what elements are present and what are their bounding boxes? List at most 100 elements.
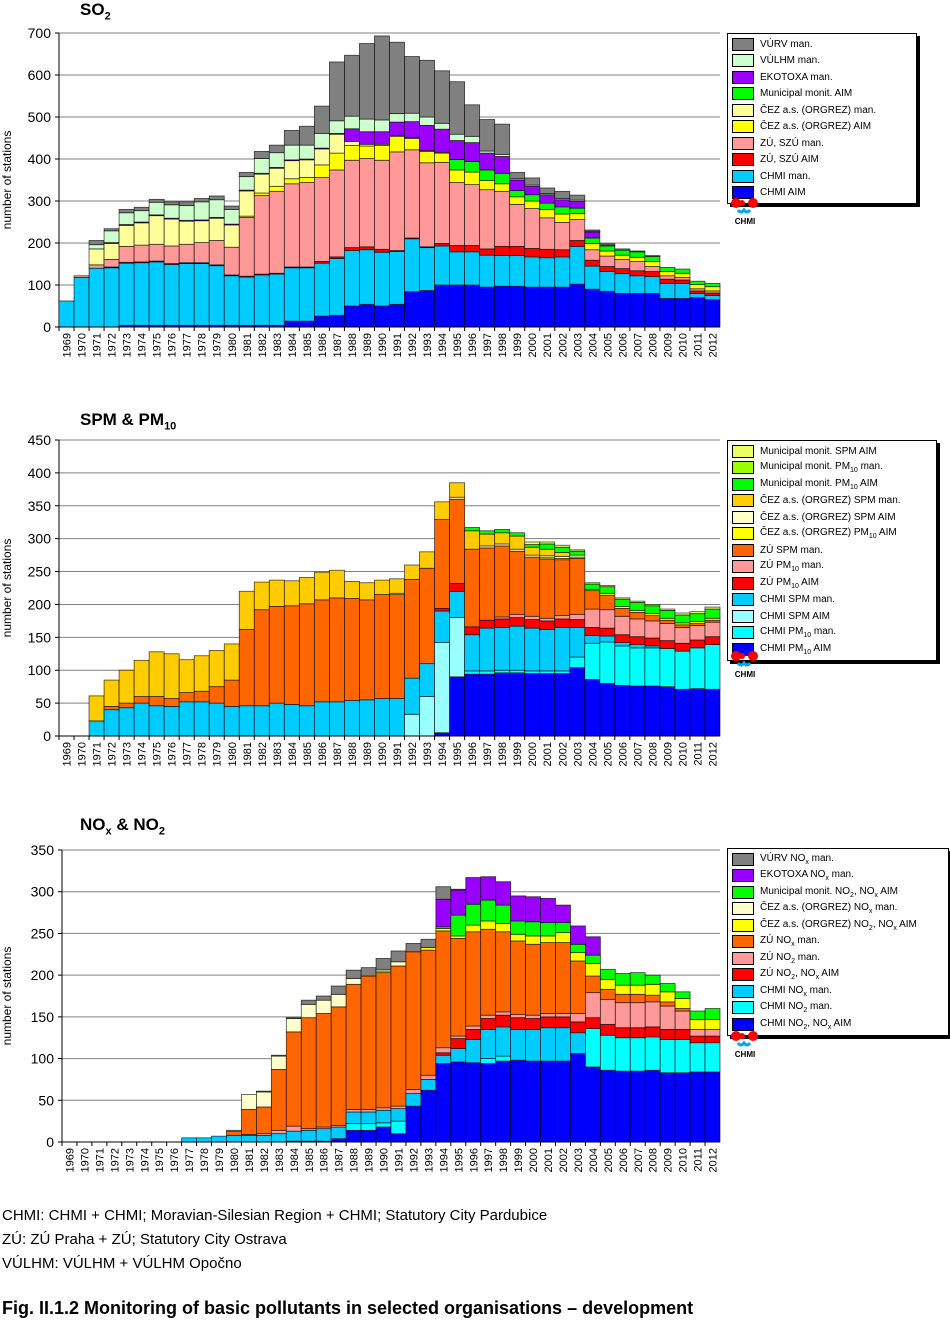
legend-swatch: [732, 510, 754, 524]
bar-segment: [178, 692, 195, 703]
legend-swatch: [732, 494, 754, 508]
legend-swatch: [732, 902, 754, 916]
bar-segment: [315, 1013, 332, 1128]
legend-swatch: [732, 527, 754, 541]
bar-segment: [268, 606, 285, 704]
bar-segment: [329, 258, 345, 316]
bar-segment: [374, 305, 390, 328]
bar-segment: [464, 171, 481, 186]
bar-segment: [148, 705, 165, 737]
bar-segment: [208, 217, 225, 241]
bar-segment: [704, 295, 721, 301]
bar-segment: [704, 282, 721, 288]
bar-segment: [344, 159, 360, 249]
footnote-zu: ZÚ: ZÚ Praha + ZÚ; Statutory City Ostrav…: [2, 1231, 287, 1248]
bar-segment: [554, 256, 571, 288]
x-tick-label: 1985: [304, 1148, 316, 1172]
bar-segment: [704, 286, 721, 292]
bar-segment: [449, 81, 466, 135]
x-tick-label: 1995: [453, 1148, 465, 1172]
bar-segment: [253, 581, 270, 611]
x-tick-label: 1996: [467, 333, 479, 357]
bar-segment: [569, 219, 586, 241]
legend-swatch: [732, 54, 754, 68]
y-tick-label: 0: [43, 728, 51, 744]
bar-segment: [88, 267, 105, 328]
x-tick-label: 2011: [692, 333, 704, 357]
bar-segment: [344, 54, 360, 117]
bar-segment: [525, 1060, 541, 1143]
bar-segment: [554, 673, 571, 737]
bar-segment: [270, 1133, 287, 1143]
x-tick-label: 1999: [513, 1148, 525, 1172]
bar-segment: [539, 620, 556, 630]
x-tick-label: 1990: [377, 742, 389, 766]
bar-segment: [148, 198, 165, 203]
x-tick-label: 1973: [124, 1148, 136, 1172]
nox-no2-chart: 0 50 100 150 200 250 300 350 number of stations 1…: [0, 842, 721, 1172]
bar-segment: [495, 1011, 512, 1016]
x-tick-label: 1978: [197, 333, 209, 357]
bar-segment: [599, 255, 616, 267]
bar-segment: [554, 559, 571, 617]
bar-segment: [495, 904, 512, 924]
bar-segment: [689, 297, 706, 328]
bar-segment: [584, 608, 601, 628]
legend-label: VÚRV NOx man.: [760, 852, 834, 866]
legend-label: CHMI man.: [760, 170, 811, 182]
x-tick-label: 1970: [77, 333, 89, 357]
bar-segment: [555, 1060, 571, 1143]
bar-segment: [629, 602, 646, 611]
bar-segment: [629, 611, 646, 620]
legend-label: ZÚ PM10 man.: [760, 560, 824, 574]
bar-segment: [405, 1105, 422, 1143]
legend-item: Municipal monit. SPM AIM: [732, 443, 932, 460]
x-tick-label: 1992: [407, 742, 419, 766]
bar-segment: [539, 673, 556, 737]
bar-segment: [344, 598, 360, 701]
bar-segment: [599, 1034, 616, 1071]
bar-segment: [584, 249, 601, 261]
bar-segment: [449, 140, 466, 160]
legend-label: ČEZ a.s. (ORGREZ) SPM man.: [760, 495, 901, 507]
legend-item: ZÚ, SZÚ man.: [732, 135, 912, 152]
bar-segment: [554, 544, 571, 548]
bar-segment: [329, 120, 345, 134]
bar-segment: [345, 978, 362, 985]
bar-segment: [450, 914, 467, 937]
bar-segment: [570, 960, 586, 1014]
legend-label: ZÚ NOx man.: [760, 935, 820, 949]
x-tick-label: 1973: [122, 742, 134, 766]
title-text-rest: & NO: [111, 815, 159, 834]
bar-segment: [555, 922, 571, 933]
y-tick-label: 300: [31, 884, 55, 900]
bar-segment: [614, 973, 631, 986]
bar-segment: [479, 673, 496, 737]
chmi-logo-icon: CHMI: [731, 651, 758, 679]
bar-segment: [390, 1120, 407, 1135]
bar-segment: [419, 696, 435, 737]
y-tick-label: 450: [28, 432, 52, 448]
x-tick-label: 1997: [482, 742, 494, 766]
bar-segment: [540, 1013, 556, 1018]
x-tick-label: 1971: [94, 1148, 106, 1172]
y-tick-label: 400: [28, 151, 52, 167]
bar-segment: [689, 688, 706, 737]
bar-segment: [419, 567, 435, 665]
bar-segment: [226, 1129, 242, 1132]
bar-segment: [238, 216, 255, 277]
bar-segment: [449, 182, 466, 246]
x-tick-label: 1990: [377, 333, 389, 357]
bar-segment: [584, 582, 601, 585]
bar-segment: [494, 245, 511, 257]
bar-segment: [193, 655, 210, 692]
bar-segment: [479, 248, 496, 256]
bar-segment: [509, 179, 526, 191]
bar-segment: [644, 983, 661, 996]
bar-segment: [674, 298, 691, 328]
bar-segment: [614, 292, 631, 328]
bar-segment: [629, 1027, 646, 1039]
bar-segment: [450, 1061, 467, 1143]
bar-segment: [524, 673, 541, 737]
bar-segment: [193, 220, 210, 243]
